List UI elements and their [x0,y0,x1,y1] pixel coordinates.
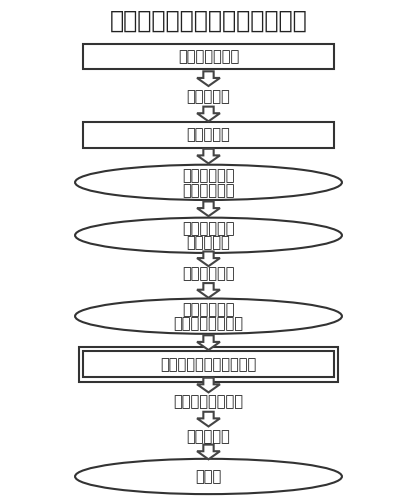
Text: 県へ下協議: 県へ下協議 [187,90,230,104]
Text: 意見書の提出: 意見書の提出 [182,222,235,236]
Ellipse shape [75,459,342,494]
Text: 県知事へ同意協議: 県知事へ同意協議 [173,394,244,409]
Text: 案　の　作　成: 案 の 作 成 [178,49,239,64]
Text: 決　定: 決 定 [196,469,221,484]
Text: ２週間の縦覧: ２週間の縦覧 [182,168,235,184]
Text: ２週間の縦覧: ２週間の縦覧 [182,302,235,318]
Polygon shape [197,378,220,392]
Text: 県知事同意: 県知事同意 [187,429,230,444]
Ellipse shape [75,298,342,334]
Polygon shape [197,202,220,216]
Text: 佐世保市都市計画審議会: 佐世保市都市計画審議会 [161,356,256,372]
Text: （１週間）: （１週間） [187,236,230,250]
Polygon shape [197,412,220,426]
Polygon shape [197,106,220,122]
Text: （案の作成）: （案の作成） [182,182,235,198]
Polygon shape [197,336,220,350]
Polygon shape [197,252,220,266]
Polygon shape [197,149,220,164]
FancyBboxPatch shape [83,44,334,69]
Ellipse shape [75,164,342,200]
Polygon shape [197,444,220,460]
Text: 地区計画都市計画決定の手続き: 地区計画都市計画決定の手続き [110,8,307,32]
Text: 県へ事前協議: 県へ事前協議 [182,266,235,281]
Text: 地元説明会: 地元説明会 [187,128,230,142]
Polygon shape [197,72,220,86]
Polygon shape [197,283,220,298]
FancyBboxPatch shape [83,352,334,377]
Text: （意見書の提出）: （意見書の提出） [173,316,244,332]
FancyBboxPatch shape [83,122,334,148]
Ellipse shape [75,218,342,253]
